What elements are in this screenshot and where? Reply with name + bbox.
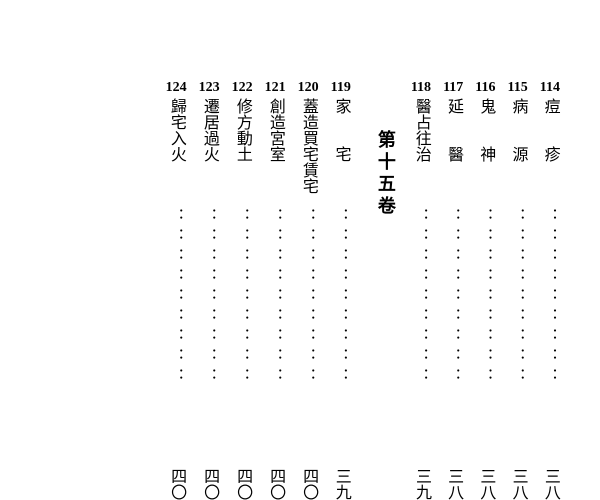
page-number: 四〇 [234,468,250,500]
entry-number: 118 [411,80,431,96]
entry-number: 116 [475,80,495,96]
entry-title: 痘 疹 [541,98,559,208]
entry-title: 遷居過火 [200,98,218,208]
page-number: 三八 [477,468,493,500]
leader-dots: ：：：：：：：：： [508,208,528,468]
leader-dots: ：：：：：：：：： [265,208,285,468]
page-number: 三八 [445,468,461,500]
entry-title: 延 醫 [444,98,462,208]
entry-title: 鬼 神 [477,98,495,208]
page-number: 四〇 [300,468,316,500]
leader-dots: ：：：：：：：：： [540,208,560,468]
page-number: 三九 [333,468,349,500]
page-number: 三八 [510,468,526,500]
leader-dots: ：：：：：：：：： [475,208,495,468]
page-number: 四〇 [267,468,283,500]
toc-entry: 119 家 宅 ：：：：：：：：： 三九 [331,80,351,500]
entry-number: 123 [199,80,220,96]
leader-dots: ：：：：：：：：： [232,208,252,468]
entry-title: 病 源 [509,98,527,208]
toc-entry: 118 醫占往治 ：：：：：：：：： 三九 [411,80,431,500]
leader-dots: ：：：：：：：：： [166,208,186,468]
entry-title: 創造宮室 [266,98,284,208]
entry-number: 124 [166,80,187,96]
leader-dots: ：：：：：：：：： [443,208,463,468]
entry-number: 119 [331,80,351,96]
toc-entry: 120 蓋造買宅賃宅 ：：：：：：：：： 四〇 [298,80,319,500]
toc-entry: 114 痘 疹 ：：：：：：：：： 三八 [540,80,560,500]
page-number: 三九 [413,468,429,500]
page-number: 四〇 [168,468,184,500]
toc-entry: 124 歸宅入火 ：：：：：：：：： 四〇 [166,80,187,500]
toc-entry: 123 遷居過火 ：：：：：：：：： 四〇 [199,80,220,500]
leader-dots: ：：：：：：：：： [331,208,351,468]
entry-title: 蓋造買宅賃宅 [299,98,317,208]
page-number: 四〇 [201,468,217,500]
toc-entry: 115 病 源 ：：：：：：：：： 三八 [508,80,528,500]
entry-number: 120 [298,80,319,96]
toc-entry: 122 修方動土 ：：：：：：：：： 四〇 [232,80,253,500]
toc-entry: 117 延 醫 ：：：：：：：：： 三八 [443,80,463,500]
leader-dots: ：：：：：：：：： [199,208,219,468]
toc-entry: 116 鬼 神 ：：：：：：：：： 三八 [475,80,495,500]
entry-title: 修方動土 [233,98,251,208]
entry-title: 歸宅入火 [167,98,185,208]
entry-number: 121 [265,80,286,96]
toc-entry: 121 創造宮室 ：：：：：：：：： 四〇 [265,80,286,500]
leader-dots: ：：：：：：：：： [411,208,431,468]
volume-header: 第十五卷 [363,80,399,218]
entry-number: 117 [443,80,463,96]
leader-dots: ：：：：：：：：： [298,208,318,468]
entry-number: 115 [508,80,528,96]
entry-number: 114 [540,80,560,96]
entry-title: 家 宅 [332,98,350,208]
toc-container: 114 痘 疹 ：：：：：：：：： 三八 115 病 源 ：：：：：：：：： 三… [0,0,600,500]
entry-number: 122 [232,80,253,96]
page-number: 三八 [542,468,558,500]
entry-title: 醫占往治 [412,98,430,208]
